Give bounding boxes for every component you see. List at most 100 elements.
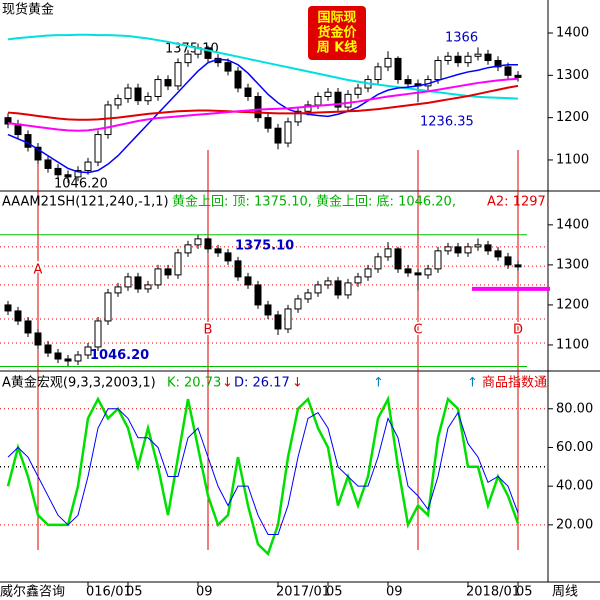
- d-label: D: 26.17: [234, 376, 290, 391]
- candle-body: [134, 87, 142, 102]
- candle-body: [164, 268, 172, 276]
- candle-body: [174, 252, 182, 276]
- x-tick-label: 05: [126, 585, 143, 600]
- candle-body: [84, 346, 92, 356]
- candle-body: [314, 284, 322, 294]
- candle-body: [74, 170, 82, 178]
- candle-body: [284, 121, 292, 144]
- chart-title: 现货黄金: [2, 2, 54, 18]
- candle-body: [304, 104, 312, 112]
- y-tick-label: 1200: [556, 297, 589, 312]
- line-series: [7, 84, 519, 121]
- candle-body: [204, 47, 212, 59]
- candle-body: [374, 256, 382, 270]
- candle-body: [334, 280, 342, 296]
- candle-body: [444, 55, 452, 62]
- candle-body: [94, 320, 102, 348]
- candle-body: [354, 87, 362, 95]
- candle-body: [374, 66, 382, 81]
- candle-body: [304, 292, 312, 300]
- candle-body: [504, 66, 512, 76]
- badge-box: [308, 6, 366, 60]
- candle-body: [154, 268, 162, 286]
- panel-note: 商品指数通: [482, 376, 547, 391]
- line-series: [7, 408, 519, 536]
- candle-body: [384, 248, 392, 258]
- annotation: 1366: [445, 31, 478, 46]
- line-series: [7, 58, 518, 174]
- candle-body: [504, 256, 512, 266]
- candle-body: [124, 276, 132, 288]
- arrow: ↑: [373, 376, 384, 391]
- k-label: K: 20.73: [167, 376, 221, 391]
- panel-note: A2: 1297.: [487, 195, 550, 210]
- candle-body: [104, 292, 112, 322]
- candle-body: [414, 272, 422, 276]
- candle-body: [254, 284, 262, 306]
- y-tick-label: 1400: [556, 26, 589, 41]
- candle-body: [394, 248, 402, 270]
- level-label: 1046.20: [90, 348, 149, 363]
- source: 威尔鑫咨询: [0, 584, 65, 600]
- x-tick-label: 05: [516, 585, 533, 600]
- badge-text: 货金价: [317, 25, 357, 41]
- candle-body: [274, 127, 282, 144]
- candle-body: [244, 87, 252, 97]
- y-tick-label: 1400: [556, 217, 589, 232]
- annotation: 1046.20: [54, 177, 108, 192]
- candle-body: [4, 304, 12, 312]
- candle-body: [144, 284, 152, 290]
- candle-body: [264, 304, 272, 316]
- candle-body: [454, 55, 462, 64]
- candle-body: [44, 159, 52, 169]
- panel-title: A黄金宏观(9,3,3,2003,1): [2, 375, 156, 391]
- x-tick-label: 05: [326, 585, 343, 600]
- candle-body: [184, 244, 192, 254]
- annotation: 1236.35: [420, 115, 474, 130]
- candle-body: [314, 95, 322, 106]
- x-tick-label: 2017/01: [276, 585, 330, 600]
- candle-body: [54, 352, 62, 360]
- candle-body: [434, 60, 442, 81]
- candle-body: [84, 161, 92, 172]
- candle-body: [224, 252, 232, 262]
- event-label: B: [204, 323, 213, 338]
- candle-body: [484, 53, 492, 62]
- candle-body: [404, 79, 412, 85]
- y-tick-label: 1300: [556, 68, 589, 83]
- x-tick-label: 016/01: [86, 585, 132, 600]
- arrow: ↑: [467, 376, 478, 391]
- y-tick-label: 40.00: [556, 479, 593, 494]
- arrow: ↓: [292, 376, 303, 391]
- candle-body: [494, 250, 502, 258]
- candle-body: [104, 104, 112, 136]
- candle-body: [354, 276, 362, 284]
- candle-body: [114, 286, 122, 294]
- candle-body: [294, 110, 302, 123]
- candle-body: [194, 238, 202, 246]
- panel-subtitle: 黄金上回: 顶: 1375.10, 黄金上回: 底: 1046.20,: [172, 194, 456, 210]
- x-tick-label: 2018/01: [466, 585, 520, 600]
- badge-text: 国际现: [317, 11, 356, 26]
- x-tick-label: 09: [386, 585, 403, 600]
- candle-body: [364, 268, 372, 278]
- candle-body: [294, 298, 302, 310]
- candle-body: [474, 244, 482, 248]
- candle-body: [54, 167, 62, 176]
- candle-body: [184, 53, 192, 64]
- candle-body: [244, 276, 252, 286]
- y-tick-label: 1200: [556, 110, 589, 125]
- candle-body: [164, 79, 172, 87]
- candle-body: [324, 91, 332, 97]
- candle-body: [404, 268, 412, 274]
- event-label: C: [413, 323, 422, 338]
- candle-body: [334, 91, 342, 108]
- candle-body: [44, 344, 52, 354]
- candle-body: [14, 310, 22, 322]
- candle-body: [514, 264, 522, 268]
- candle-body: [154, 79, 162, 97]
- y-tick-label: 1300: [556, 257, 589, 272]
- candle-body: [74, 354, 82, 362]
- candle-body: [64, 174, 72, 178]
- panel-title: AAAM21SH(121,240,-1,1): [2, 195, 169, 210]
